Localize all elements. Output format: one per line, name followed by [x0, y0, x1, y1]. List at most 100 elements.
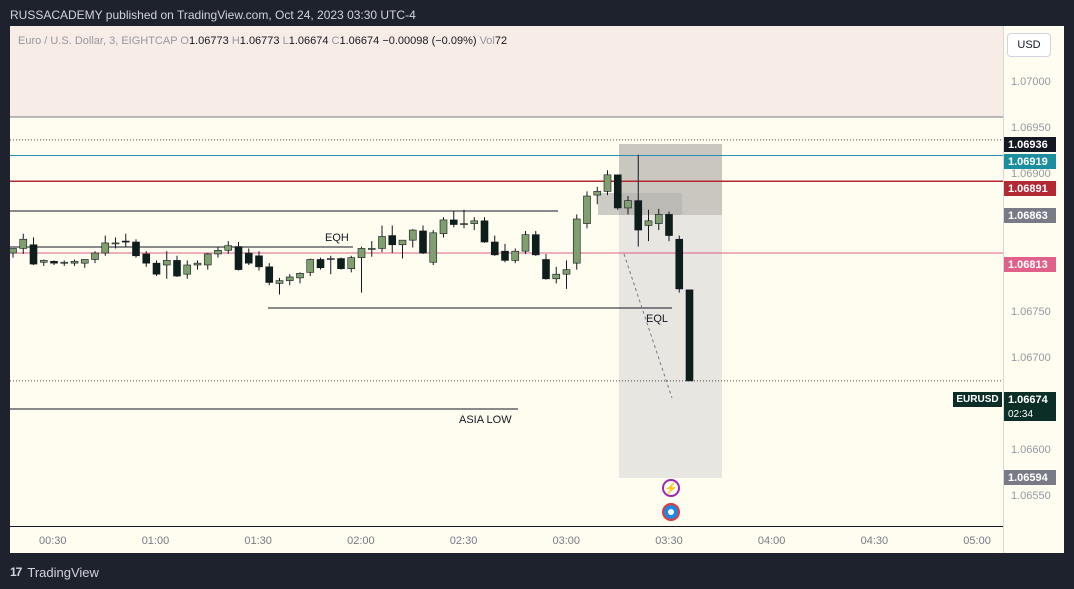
candle-65[interactable]	[675, 238, 684, 290]
candle-39[interactable]	[408, 229, 417, 241]
candle-34[interactable]	[357, 248, 366, 258]
candle-9[interactable]	[101, 242, 110, 254]
candle-18[interactable]	[193, 262, 202, 266]
candle-2[interactable]	[29, 244, 38, 265]
candle-30[interactable]	[316, 259, 325, 269]
candle-29[interactable]	[306, 259, 315, 273]
price-badge-5: 1.06813	[1004, 257, 1056, 272]
candle-49[interactable]	[511, 250, 520, 261]
time-tick-9: 05:00	[963, 535, 991, 547]
time-tick-3: 02:00	[347, 535, 375, 547]
candle-5[interactable]	[60, 261, 69, 264]
bar-countdown: 02:34	[1004, 407, 1056, 421]
candle-38[interactable]	[398, 239, 407, 246]
time-tick-5: 03:00	[553, 535, 581, 547]
candle-33[interactable]	[347, 257, 356, 269]
time-axis-separator	[10, 526, 1003, 527]
candle-31[interactable]	[326, 258, 335, 260]
candle-48[interactable]	[501, 250, 509, 261]
candle-57[interactable]	[593, 191, 602, 196]
earnings-target-icon[interactable]	[662, 503, 680, 521]
time-tick-8: 04:30	[861, 535, 889, 547]
price-badge-3: 1.06891	[1004, 181, 1056, 196]
candle-35[interactable]	[367, 248, 376, 250]
candle-64[interactable]	[665, 214, 673, 236]
candle-23[interactable]	[244, 252, 253, 264]
candle-59[interactable]	[613, 174, 622, 209]
current-price-badge: 1.06674	[1004, 392, 1056, 407]
candle-50[interactable]	[521, 234, 530, 252]
price-badge-bottom: 1.06594	[1004, 470, 1056, 485]
time-tick-2: 01:30	[244, 535, 272, 547]
price-tick-5: 1.06750	[1011, 306, 1051, 318]
candle-22[interactable]	[234, 246, 243, 270]
candle-27[interactable]	[285, 276, 294, 281]
candle-60[interactable]	[624, 200, 632, 209]
candle-1[interactable]	[19, 238, 28, 249]
price-axis-separator	[1003, 26, 1004, 553]
candle-12[interactable]	[132, 241, 140, 257]
legend-high-label: H	[231, 35, 240, 47]
candle-17[interactable]	[183, 264, 192, 275]
lightning-icon[interactable]: ⚡	[662, 479, 680, 497]
candle-41[interactable]	[429, 232, 438, 263]
candle-28[interactable]	[296, 272, 304, 279]
eql-label: EQL	[646, 313, 668, 325]
candle-55[interactable]	[572, 218, 581, 264]
candle-13[interactable]	[142, 253, 151, 264]
candle-36[interactable]	[378, 236, 386, 249]
time-tick-0: 00:30	[39, 535, 67, 547]
candle-26[interactable]	[275, 280, 284, 284]
candle-16[interactable]	[173, 260, 181, 277]
candle-7[interactable]	[80, 259, 89, 264]
price-tick-0: 1.07000	[1011, 76, 1051, 88]
time-tick-7: 04:00	[758, 535, 786, 547]
candle-32[interactable]	[337, 258, 345, 269]
price-badge-1: 1.06936	[1004, 137, 1056, 152]
candle-66[interactable]	[685, 289, 694, 382]
candle-15[interactable]	[162, 260, 171, 266]
footer-brand: TradingView	[27, 564, 99, 580]
candle-43[interactable]	[449, 219, 458, 225]
candle-63[interactable]	[654, 214, 663, 224]
candle-56[interactable]	[583, 195, 591, 224]
candle-24[interactable]	[255, 255, 263, 268]
candle-20[interactable]	[214, 249, 222, 255]
candle-58[interactable]	[603, 174, 612, 192]
price-tick-2: 1.06900	[1011, 168, 1051, 180]
candle-11[interactable]	[121, 240, 130, 243]
candle-37[interactable]	[388, 235, 397, 246]
price-tick-1: 1.06950	[1011, 122, 1051, 134]
candle-44[interactable]	[460, 223, 468, 225]
legend-open-label: O	[180, 35, 189, 47]
candle-21[interactable]	[224, 245, 233, 251]
candle-47[interactable]	[490, 241, 499, 256]
candle-14[interactable]	[152, 262, 161, 275]
price-badge-4: 1.06863	[1004, 208, 1056, 223]
candle-4[interactable]	[50, 261, 58, 264]
candle-6[interactable]	[70, 261, 79, 264]
candle-53[interactable]	[552, 273, 561, 280]
candle-52[interactable]	[542, 259, 550, 280]
candle-61[interactable]	[634, 200, 643, 231]
candle-10[interactable]	[111, 242, 120, 245]
candle-54[interactable]	[562, 269, 571, 275]
candle-62[interactable]	[644, 220, 653, 226]
price-tick-6: 1.06700	[1011, 352, 1051, 364]
candle-8[interactable]	[91, 252, 99, 260]
footer: 17 TradingView	[10, 563, 99, 581]
candle-42[interactable]	[439, 219, 448, 235]
candle-19[interactable]	[203, 253, 212, 266]
publisher-line: RUSSACADEMY published on TradingView.com…	[10, 8, 416, 22]
candle-51[interactable]	[531, 234, 540, 256]
currency-button[interactable]: USD	[1007, 33, 1051, 57]
candle-46[interactable]	[480, 220, 489, 243]
time-tick-1: 01:00	[142, 535, 170, 547]
candle-3[interactable]	[39, 260, 48, 263]
candle-45[interactable]	[470, 220, 479, 224]
candle-25[interactable]	[265, 266, 274, 283]
candle-0[interactable]	[10, 248, 17, 254]
candle-40[interactable]	[419, 230, 427, 254]
